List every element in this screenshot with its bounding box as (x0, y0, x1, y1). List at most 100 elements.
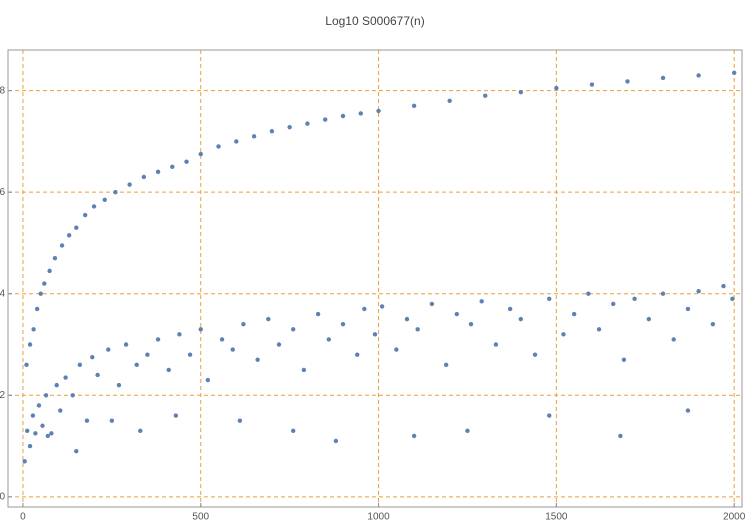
data-point (84, 418, 90, 423)
data-point (43, 393, 49, 398)
data-point (34, 306, 40, 312)
data-point (671, 337, 676, 342)
data-point (266, 316, 271, 322)
data-point (31, 327, 36, 332)
x-tick-label: 1000 (367, 512, 390, 523)
data-point (547, 296, 552, 302)
data-point (155, 337, 161, 342)
data-point (82, 212, 88, 218)
data-point (36, 403, 42, 408)
data-point (340, 113, 346, 119)
data-point (91, 204, 97, 209)
data-point (625, 79, 630, 84)
data-point (468, 322, 474, 327)
data-point (287, 124, 292, 130)
data-point (90, 355, 95, 360)
data-point (730, 296, 735, 302)
data-point (33, 431, 38, 436)
data-point (315, 311, 321, 317)
data-point (710, 322, 716, 327)
data-point (611, 301, 616, 307)
data-point (404, 316, 410, 322)
data-point (74, 225, 79, 230)
data-point (394, 347, 399, 352)
data-point (25, 428, 30, 434)
data-point (454, 311, 459, 317)
data-point (113, 189, 118, 195)
data-point (198, 327, 203, 332)
data-point (621, 357, 627, 362)
data-point (123, 342, 129, 347)
data-point (40, 423, 45, 428)
data-point (230, 347, 235, 352)
data-point (59, 243, 65, 248)
data-point (355, 352, 360, 357)
data-point (198, 151, 203, 157)
data-point (696, 73, 701, 78)
data-point (415, 327, 420, 332)
data-point (618, 433, 623, 439)
data-point (532, 352, 538, 357)
data-point (276, 342, 282, 347)
data-point (27, 443, 33, 449)
data-point (326, 337, 331, 342)
data-point (646, 316, 652, 322)
data-point (586, 291, 591, 296)
data-point (291, 428, 296, 434)
data-point (547, 413, 552, 418)
data-point (518, 89, 524, 95)
data-point (170, 164, 175, 169)
data-point (219, 337, 225, 342)
data-point (561, 332, 566, 337)
x-tick-label: 0 (20, 512, 26, 523)
data-point (493, 342, 499, 347)
data-point (22, 459, 27, 464)
data-point (109, 418, 115, 423)
data-point (241, 322, 246, 327)
x-tick-label: 1500 (545, 512, 568, 523)
data-point (187, 352, 193, 357)
data-point (27, 342, 33, 347)
data-point (379, 304, 385, 309)
data-point (102, 197, 107, 202)
data-point (251, 134, 257, 139)
data-point (47, 268, 52, 274)
data-point (54, 382, 59, 388)
data-point (518, 316, 524, 322)
data-point (660, 75, 666, 81)
y-tick-label: 2 (0, 390, 5, 401)
data-point (70, 393, 75, 398)
data-point (447, 98, 452, 103)
data-point (145, 352, 150, 357)
data-point (362, 306, 367, 312)
data-point (177, 332, 182, 337)
data-point (134, 362, 139, 368)
data-point (95, 372, 100, 378)
data-point (443, 362, 449, 368)
data-point (30, 413, 36, 418)
x-tick-label: 2000 (723, 512, 746, 523)
data-point (376, 108, 381, 114)
data-point (660, 291, 666, 296)
data-point (106, 347, 111, 352)
data-point (483, 93, 488, 98)
data-point (42, 281, 47, 286)
data-point (291, 327, 296, 332)
data-point (52, 255, 58, 261)
data-point (333, 438, 339, 444)
data-point (571, 311, 577, 317)
data-point (372, 332, 378, 337)
data-point (589, 82, 595, 87)
data-point (58, 408, 63, 413)
data-point (340, 322, 346, 327)
data-point (685, 306, 691, 312)
data-point (429, 301, 435, 307)
data-point (721, 283, 726, 289)
data-point (155, 169, 161, 175)
x-tick-label: 500 (192, 512, 209, 523)
data-point (358, 111, 363, 116)
data-point (234, 139, 239, 144)
data-point (141, 174, 147, 180)
data-point (696, 288, 701, 294)
